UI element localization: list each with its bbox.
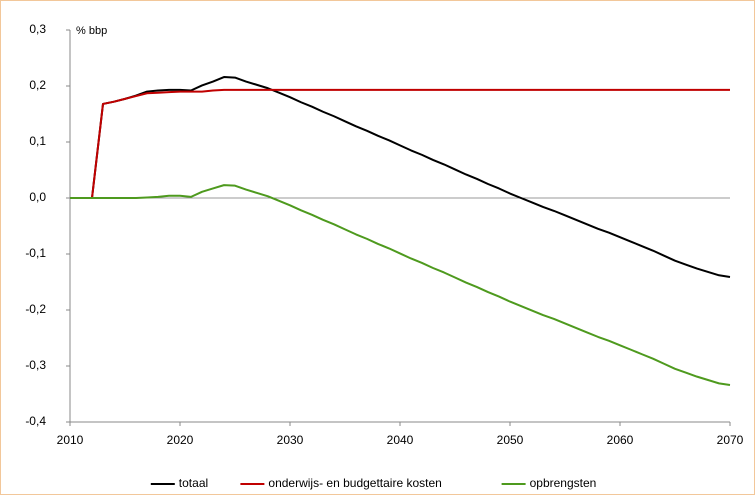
series-line bbox=[70, 88, 730, 199]
x-tick-label: 2050 bbox=[497, 433, 524, 447]
series-line bbox=[70, 184, 731, 387]
y-axis-label: % bbp bbox=[76, 25, 107, 37]
x-tick-label: 2040 bbox=[387, 433, 414, 447]
legend-label: totaal bbox=[179, 476, 208, 490]
x-tick-label: 2020 bbox=[167, 433, 194, 447]
y-tick-label: 0,0 bbox=[29, 190, 46, 204]
y-tick-label: 0,3 bbox=[29, 22, 46, 36]
y-tick-label: 0,2 bbox=[29, 78, 46, 92]
y-tick-label: -0,4 bbox=[25, 414, 46, 428]
x-tick-label: 2010 bbox=[57, 433, 84, 447]
series-line bbox=[70, 76, 731, 278]
legend-label: opbrengsten bbox=[530, 476, 597, 490]
y-tick-label: -0,1 bbox=[25, 246, 46, 260]
x-tick-label: 2070 bbox=[717, 433, 744, 447]
y-tick-label: -0,3 bbox=[25, 358, 46, 372]
y-tick-label: -0,2 bbox=[25, 302, 46, 316]
x-tick-label: 2030 bbox=[277, 433, 304, 447]
y-tick-label: 0,1 bbox=[29, 134, 46, 148]
x-tick-label: 2060 bbox=[607, 433, 634, 447]
legend-label: onderwijs- en budgettaire kosten bbox=[268, 476, 441, 490]
